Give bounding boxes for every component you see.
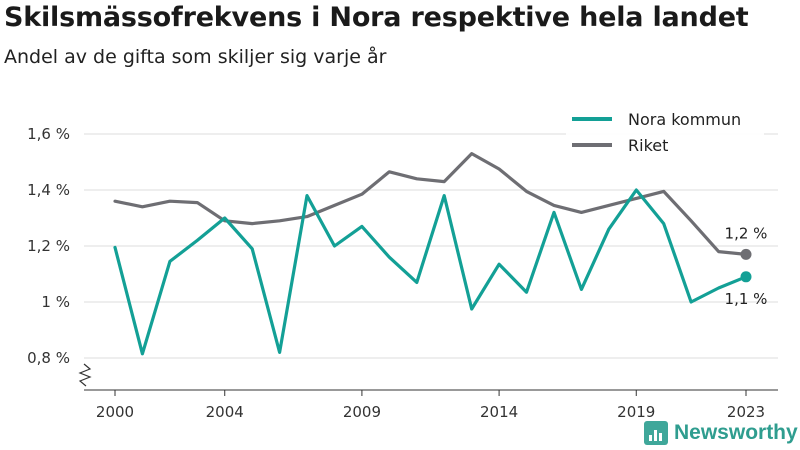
y-tick-label: 1 %: [41, 293, 70, 311]
x-tick-label: 2004: [206, 403, 244, 421]
y-tick-label: 0,8 %: [27, 349, 70, 367]
x-axis: 2000 2004 2009 2014 2019 2023: [78, 363, 778, 421]
y-tick-label: 1,6 %: [27, 125, 70, 143]
newsworthy-logo-icon: [644, 421, 668, 445]
chart-subtitle: Andel av de gifta som skiljer sig varje …: [4, 46, 387, 68]
end-label-nora: 1,1 %: [725, 290, 768, 308]
x-tick-label: 2014: [480, 403, 518, 421]
legend-box: [566, 100, 764, 166]
x-tick-label: 2019: [617, 403, 655, 421]
brand-name: Newsworthy: [674, 421, 798, 444]
legend-label-1: Riket: [628, 136, 668, 155]
series-lines: 1,2 % 1,1 %: [113, 152, 768, 356]
brand-logo: Newsworthy: [644, 418, 798, 448]
legend-label-0: Nora kommun: [628, 110, 741, 129]
axis-break-mark: [78, 363, 92, 387]
y-tick-label: 1,4 %: [27, 181, 70, 199]
x-tick-label: 2023: [727, 403, 765, 421]
chart-title: Skilsmässofrekvens i Nora respektive hel…: [4, 2, 749, 33]
legend: Nora kommun Riket: [566, 100, 764, 166]
y-axis-ticks: 0,8 % 1 % 1,2 % 1,4 % 1,6 %: [27, 125, 70, 367]
y-tick-label: 1,2 %: [27, 237, 70, 255]
series-line-0: [113, 188, 748, 356]
x-tick-label: 2009: [343, 403, 381, 421]
end-point-1: [740, 248, 752, 260]
end-label-riket: 1,2 %: [725, 224, 768, 242]
end-point-0: [740, 271, 752, 283]
gridlines: [84, 133, 778, 359]
x-tick-label: 2000: [96, 403, 134, 421]
